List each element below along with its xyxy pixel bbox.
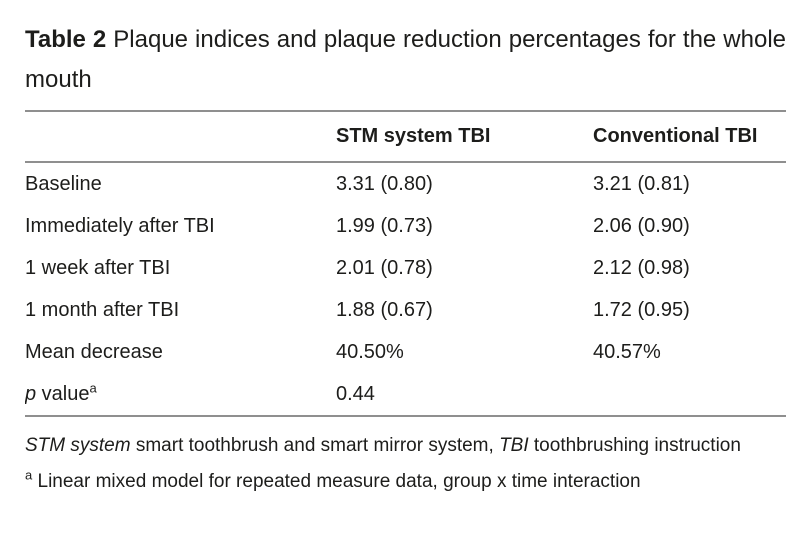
footnote-a: a Linear mixed model for repeated measur…: [25, 467, 786, 497]
cell-conventional-value: 3.21 (0.81): [593, 172, 690, 195]
table-row: Mean decrease 40.50% 40.57%: [25, 331, 786, 373]
footnote-abbreviations: STM system smart toothbrush and smart mi…: [25, 431, 786, 461]
table-row-p-value: p valuea 0.44: [25, 373, 786, 415]
cell-conventional-value: 2.06 (0.90): [593, 214, 690, 237]
table-caption-label: Table 2: [25, 26, 107, 53]
column-header-conventional: Conventional TBI: [593, 125, 758, 147]
row-label: Mean decrease: [25, 340, 163, 363]
cell-stm-value: 2.01 (0.78): [336, 256, 433, 279]
row-label: 1 week after TBI: [25, 256, 171, 279]
cell-conventional-value: 40.57%: [593, 340, 661, 363]
cell-conventional-value: 1.72 (0.95): [593, 298, 690, 321]
table-footnotes: STM system smart toothbrush and smart mi…: [25, 431, 786, 497]
table-caption-text: Plaque indices and plaque reduction perc…: [25, 26, 787, 93]
p-value-label-text: value: [36, 382, 90, 405]
table-caption: Table 2 Plaque indices and plaque reducti…: [25, 20, 786, 100]
cell-stm-value: 1.99 (0.73): [336, 214, 433, 237]
cell-stm-value: 1.88 (0.67): [336, 298, 433, 321]
p-symbol: p: [25, 382, 37, 405]
cell-stm-value: 0.44: [336, 382, 375, 405]
row-label-p-value: p valuea: [25, 383, 336, 406]
abbr-definition-tbi: toothbrushing instruction: [528, 435, 741, 456]
table-row: Immediately after TBI 1.99 (0.73) 2.06 (…: [25, 205, 786, 247]
table-row: Baseline 3.31 (0.80) 3.21 (0.81): [25, 163, 786, 205]
column-header-stm: STM system TBI: [336, 125, 491, 147]
table-row: 1 week after TBI 2.01 (0.78) 2.12 (0.98): [25, 247, 786, 289]
table-row: 1 month after TBI 1.88 (0.67) 1.72 (0.95…: [25, 289, 786, 331]
abbr-term-stm-system: STM system: [25, 435, 131, 456]
table-body: Baseline 3.31 (0.80) 3.21 (0.81) Immedia…: [25, 163, 786, 417]
row-label: 1 month after TBI: [25, 298, 180, 321]
row-label: Baseline: [25, 172, 102, 195]
footnote-a-text: Linear mixed model for repeated measure …: [32, 471, 641, 492]
data-table: STM system TBI Conventional TBI Baseline…: [25, 110, 786, 417]
row-label: Immediately after TBI: [25, 214, 215, 237]
abbr-term-tbi: TBI: [499, 435, 529, 456]
footnote-a-marker: a: [25, 467, 33, 483]
cell-stm-value: 40.50%: [336, 340, 404, 363]
abbr-definition-stm-system: smart toothbrush and smart mirror system…: [130, 435, 500, 456]
cell-conventional-value: 2.12 (0.98): [593, 256, 690, 279]
cell-stm-value: 3.31 (0.80): [336, 172, 433, 195]
table-header-row: STM system TBI Conventional TBI: [25, 110, 786, 163]
footnote-marker-a: a: [89, 382, 97, 395]
